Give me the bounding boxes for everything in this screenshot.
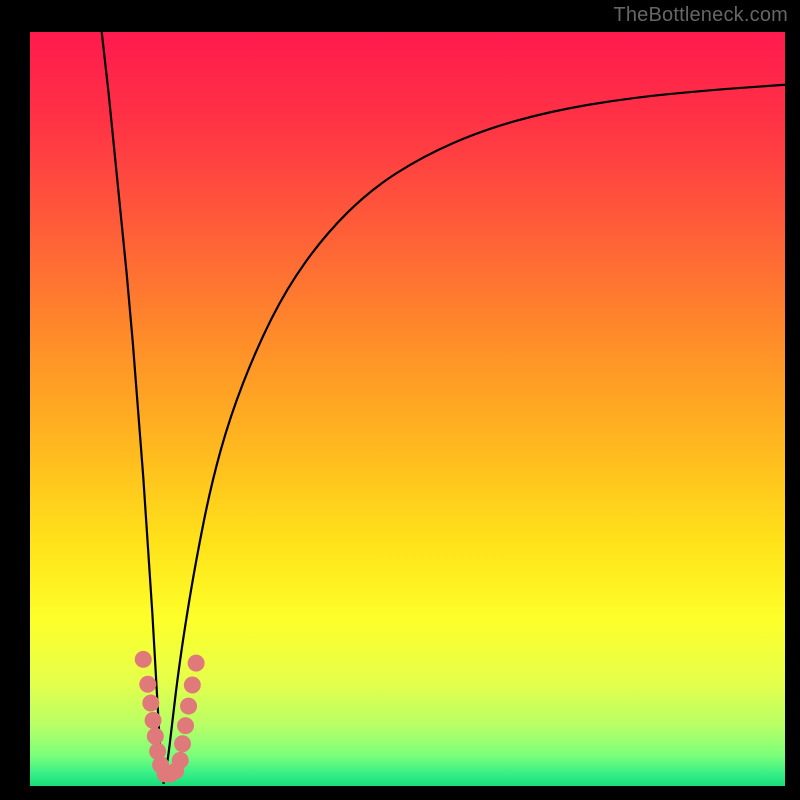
watermark-text: TheBottleneck.com — [613, 4, 788, 27]
chart-plot-area — [30, 32, 785, 786]
chart-gradient-background — [30, 32, 785, 786]
